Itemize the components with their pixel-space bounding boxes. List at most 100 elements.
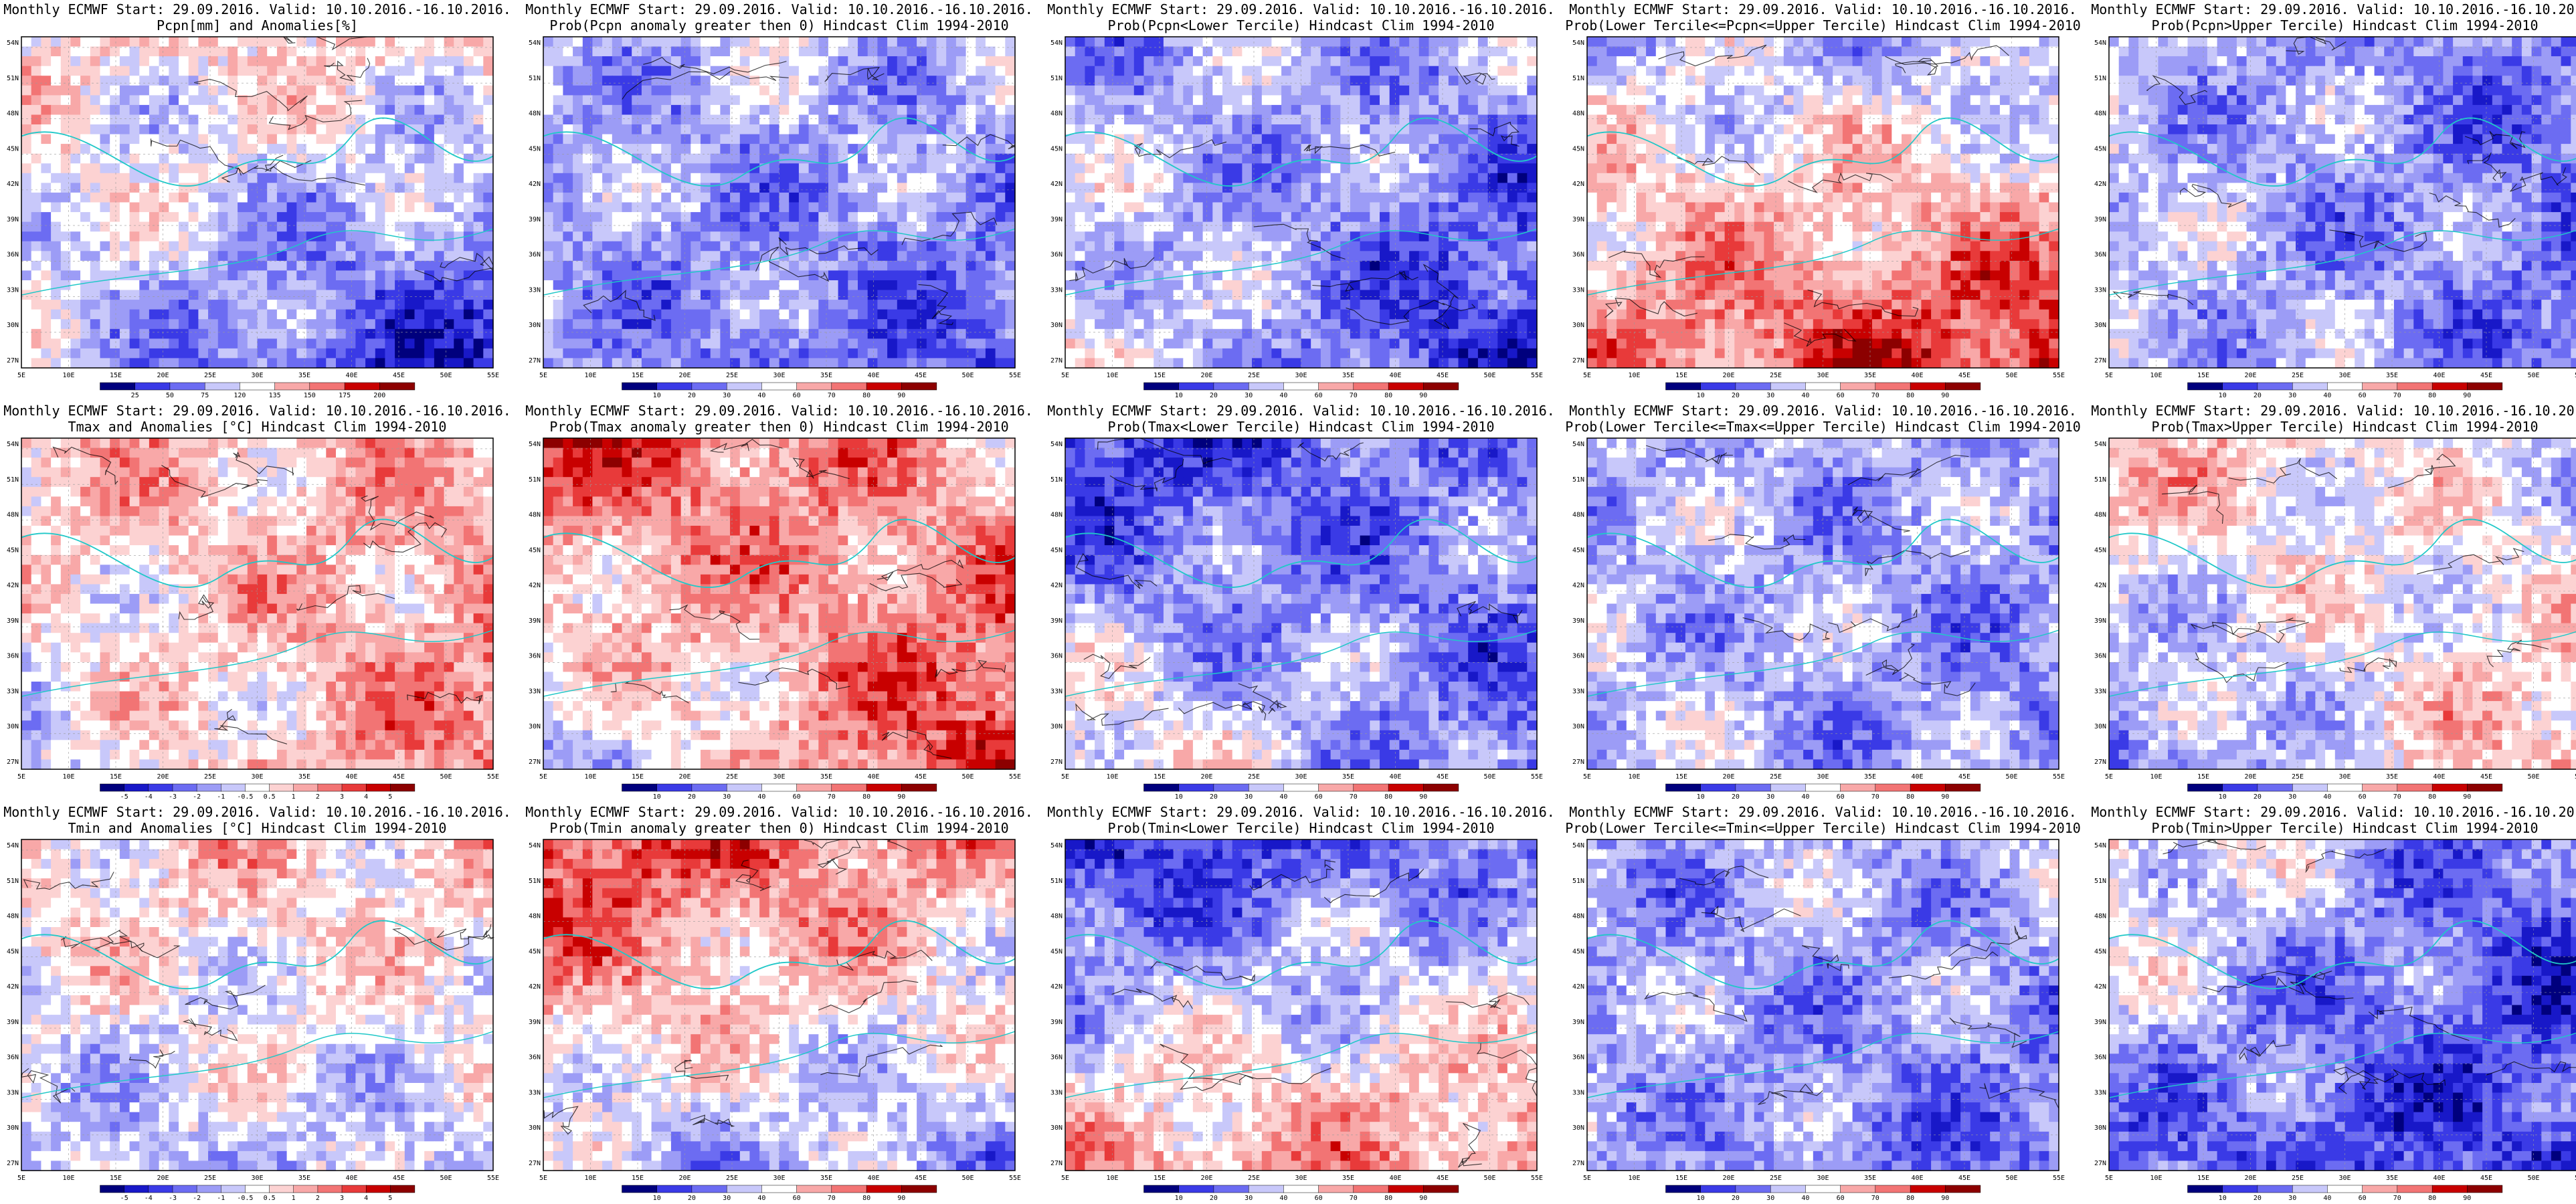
lon-tick-label: 45E xyxy=(2480,773,2492,781)
field-shading xyxy=(1587,839,2059,1171)
lon-tick-label: 45E xyxy=(393,773,405,781)
lon-tick-label: 55E xyxy=(1531,1175,1543,1182)
colorbar-label: -1 xyxy=(217,1195,225,1202)
colorbar-label: 40 xyxy=(757,392,765,399)
lon-tick-label: 25E xyxy=(204,773,216,781)
lat-tick-label: 51N xyxy=(529,75,541,82)
panel-subtitle: Prob(Lower Tercile<=Tmax<=Upper Tercile)… xyxy=(1565,419,2081,435)
lon-tick-label: 50E xyxy=(440,773,452,781)
lon-tick-label: 50E xyxy=(2527,773,2539,781)
lon-tick-label: 45E xyxy=(1958,773,1970,781)
lon-tick-label: 5E xyxy=(17,1175,25,1182)
colorbar-label: 30 xyxy=(1245,392,1253,399)
lat-tick-label: 36N xyxy=(1572,252,1584,259)
lon-tick-label: 30E xyxy=(2338,773,2351,781)
lon-tick-label: 15E xyxy=(1675,773,1687,781)
map-frame xyxy=(2108,437,2576,770)
lon-tick-label: 55E xyxy=(2053,372,2065,379)
lat-tick-label: 27N xyxy=(7,357,19,365)
lon-tick-label: 45E xyxy=(1437,372,1449,379)
colorbar-label: 70 xyxy=(2393,793,2401,801)
lon-tick-label: 30E xyxy=(1817,1175,1829,1182)
map-frame xyxy=(2108,36,2576,369)
lon-tick-label: 5E xyxy=(2105,1175,2113,1182)
lat-tick-label: 48N xyxy=(7,512,19,519)
lat-tick-label: 54N xyxy=(2094,441,2106,448)
lon-tick-label: 5E xyxy=(2105,372,2113,379)
colorbar-label: 1 xyxy=(292,793,296,801)
lat-tick-label: 33N xyxy=(2094,688,2106,695)
lon-tick-label: 25E xyxy=(2292,372,2304,379)
panel-run-title: Monthly ECMWF Start: 29.09.2016. Valid: … xyxy=(525,403,1033,419)
lat-tick-label: 45N xyxy=(7,546,19,554)
lat-tick-label: 54N xyxy=(7,441,19,448)
lat-tick-label: 51N xyxy=(2094,878,2106,885)
panel-run-title: Monthly ECMWF Start: 29.09.2016. Valid: … xyxy=(3,403,511,419)
colorbar-label: 20 xyxy=(1732,793,1740,801)
colorbar-label: 0.5 xyxy=(264,1195,276,1202)
lon-tick-label: 35E xyxy=(2386,372,2398,379)
colorbar-label: 30 xyxy=(723,392,731,399)
colorbar-label: 20 xyxy=(1732,1195,1740,1202)
colorbar-label: 60 xyxy=(2359,1195,2367,1202)
lat-tick-label: 36N xyxy=(1050,1054,1063,1062)
lat-tick-label: 30N xyxy=(7,322,19,329)
lat-tick-label: 54N xyxy=(7,842,19,849)
lon-tick-label: 25E xyxy=(204,372,216,379)
lat-tick-label: 48N xyxy=(1572,110,1584,118)
field-shading xyxy=(21,37,494,369)
panel-run-title: Monthly ECMWF Start: 29.09.2016. Valid: … xyxy=(1047,804,1555,820)
lon-tick-label: 15E xyxy=(632,372,644,379)
lat-tick-label: 39N xyxy=(1572,617,1584,625)
lon-tick-label: 45E xyxy=(1958,372,1970,379)
lat-tick-label: 48N xyxy=(1050,913,1063,920)
lon-tick-label: 10E xyxy=(584,773,596,781)
lon-tick-label: 10E xyxy=(1628,372,1640,379)
lon-tick-label: 5E xyxy=(2105,773,2113,781)
lon-tick-label: 20E xyxy=(2244,773,2256,781)
lon-tick-label: 30E xyxy=(1295,1175,1307,1182)
lon-tick-label: 30E xyxy=(1295,773,1307,781)
colorbar-label: -2 xyxy=(193,793,201,801)
lat-tick-label: 54N xyxy=(529,441,541,448)
lon-tick-label: 40E xyxy=(2433,773,2445,781)
map-frame xyxy=(543,36,1016,369)
lat-tick-label: 30N xyxy=(529,723,541,730)
lat-tick-label: 48N xyxy=(529,512,541,519)
lon-tick-label: 20E xyxy=(678,1175,691,1182)
panel-subtitle: Prob(Pcpn<Lower Tercile) Hindcast Clim 1… xyxy=(1108,17,1495,33)
lat-tick-label: 45N xyxy=(1572,948,1584,955)
colorbar-label: 10 xyxy=(653,1195,661,1202)
lon-tick-label: 30E xyxy=(773,372,785,379)
lat-tick-label: 48N xyxy=(1050,512,1063,519)
lat-tick-label: 51N xyxy=(1572,476,1584,484)
colorbar: 10 20 30 40 60 70 80 90 xyxy=(622,783,937,801)
lat-tick-label: 33N xyxy=(7,1089,19,1096)
colorbar-label: 90 xyxy=(2463,793,2471,801)
lon-tick-label: 55E xyxy=(1531,773,1543,781)
lat-tick-label: 45N xyxy=(1572,546,1584,554)
lon-tick-label: 20E xyxy=(2244,372,2256,379)
lat-tick-label: 51N xyxy=(1572,878,1584,885)
lon-tick-label: 45E xyxy=(2480,1175,2492,1182)
lat-tick-label: 39N xyxy=(2094,617,2106,625)
colorbar-label: -3 xyxy=(169,793,177,801)
colorbar-label: 20 xyxy=(1210,1195,1218,1202)
colorbar: 10 20 30 40 60 70 80 90 xyxy=(1143,783,1459,801)
lat-tick-label: 36N xyxy=(529,1054,541,1062)
panel-run-title: Monthly ECMWF Start: 29.09.2016. Valid: … xyxy=(1569,403,2077,419)
colorbar-label: 90 xyxy=(2463,1195,2471,1202)
colorbar-label: 90 xyxy=(1941,793,1949,801)
lat-tick-label: 27N xyxy=(1572,357,1584,365)
colorbar: -5 -4 -3 -2 -1 -0.5 0.5 1 2 3 4 5 xyxy=(100,783,416,801)
lon-tick-label: 10E xyxy=(1106,372,1118,379)
lat-tick-label: 39N xyxy=(529,617,541,625)
lon-tick-label: 35E xyxy=(1342,773,1354,781)
panel-run-title: Monthly ECMWF Start: 29.09.2016. Valid: … xyxy=(3,1,511,17)
lon-tick-label: 30E xyxy=(2338,1175,2351,1182)
panel-subtitle: Tmin and Anomalies [°C] Hindcast Clim 19… xyxy=(68,820,447,836)
lat-tick-label: 51N xyxy=(1050,476,1063,484)
lon-tick-label: 30E xyxy=(2338,372,2351,379)
lat-tick-label: 48N xyxy=(2094,110,2106,118)
